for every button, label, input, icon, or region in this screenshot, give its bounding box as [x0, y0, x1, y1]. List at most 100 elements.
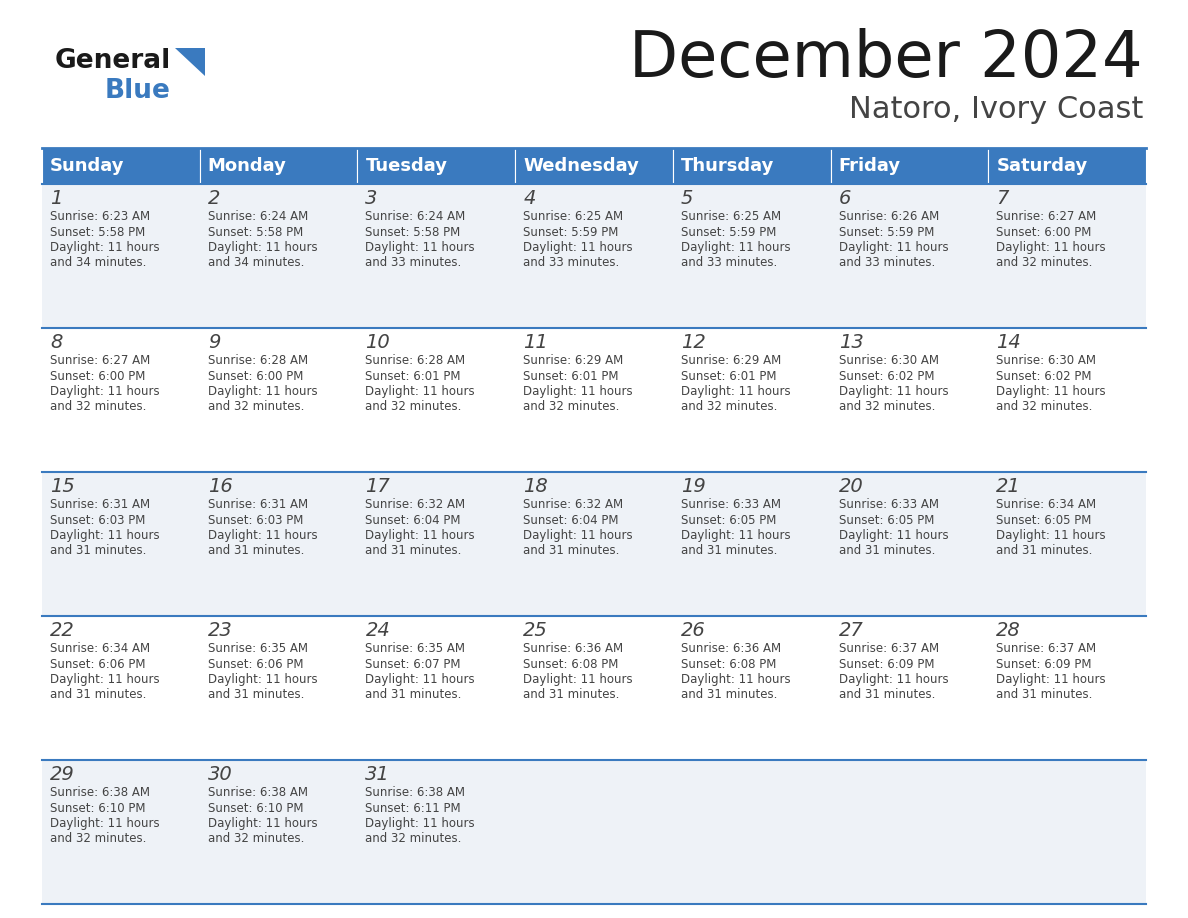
Bar: [200, 616, 358, 760]
Text: Sunset: 6:06 PM: Sunset: 6:06 PM: [208, 657, 303, 670]
Text: Sunrise: 6:30 AM: Sunrise: 6:30 AM: [839, 354, 939, 367]
Text: Daylight: 11 hours: Daylight: 11 hours: [366, 529, 475, 542]
Text: and 32 minutes.: and 32 minutes.: [681, 400, 777, 413]
Text: Sunrise: 6:34 AM: Sunrise: 6:34 AM: [50, 642, 150, 655]
Text: Daylight: 11 hours: Daylight: 11 hours: [523, 385, 633, 398]
Text: 26: 26: [681, 621, 706, 640]
Text: Sunset: 6:08 PM: Sunset: 6:08 PM: [681, 657, 776, 670]
Text: Sunset: 6:05 PM: Sunset: 6:05 PM: [839, 513, 934, 527]
Text: Daylight: 11 hours: Daylight: 11 hours: [366, 817, 475, 830]
Bar: [988, 472, 1146, 616]
Text: 2: 2: [208, 189, 220, 208]
Text: Monday: Monday: [208, 157, 286, 175]
Text: Sunset: 6:10 PM: Sunset: 6:10 PM: [50, 801, 145, 814]
Text: Tuesday: Tuesday: [366, 157, 448, 175]
Text: Sunrise: 6:35 AM: Sunrise: 6:35 AM: [366, 642, 466, 655]
Text: 8: 8: [50, 333, 63, 352]
Text: Daylight: 11 hours: Daylight: 11 hours: [839, 385, 948, 398]
Text: Daylight: 11 hours: Daylight: 11 hours: [208, 385, 317, 398]
Bar: [672, 760, 830, 904]
Text: 12: 12: [681, 333, 706, 352]
Text: and 32 minutes.: and 32 minutes.: [997, 400, 1093, 413]
Text: and 32 minutes.: and 32 minutes.: [366, 400, 462, 413]
Text: Saturday: Saturday: [997, 157, 1087, 175]
Text: Sunrise: 6:28 AM: Sunrise: 6:28 AM: [366, 354, 466, 367]
Bar: [830, 148, 988, 184]
Bar: [516, 184, 672, 328]
Text: Sunrise: 6:36 AM: Sunrise: 6:36 AM: [681, 642, 781, 655]
Text: Daylight: 11 hours: Daylight: 11 hours: [839, 241, 948, 254]
Text: Sunset: 5:58 PM: Sunset: 5:58 PM: [366, 226, 461, 239]
Text: and 31 minutes.: and 31 minutes.: [208, 688, 304, 701]
Text: Daylight: 11 hours: Daylight: 11 hours: [208, 673, 317, 686]
Text: Sunrise: 6:28 AM: Sunrise: 6:28 AM: [208, 354, 308, 367]
Text: Sunset: 5:59 PM: Sunset: 5:59 PM: [839, 226, 934, 239]
Text: and 33 minutes.: and 33 minutes.: [681, 256, 777, 270]
Text: Sunset: 6:01 PM: Sunset: 6:01 PM: [523, 370, 619, 383]
Text: Sunrise: 6:24 AM: Sunrise: 6:24 AM: [208, 210, 308, 223]
Text: December 2024: December 2024: [630, 28, 1143, 90]
Text: Sunrise: 6:29 AM: Sunrise: 6:29 AM: [681, 354, 781, 367]
Text: and 32 minutes.: and 32 minutes.: [208, 833, 304, 845]
Text: Sunrise: 6:38 AM: Sunrise: 6:38 AM: [208, 786, 308, 799]
Text: Sunset: 6:08 PM: Sunset: 6:08 PM: [523, 657, 619, 670]
Text: Daylight: 11 hours: Daylight: 11 hours: [997, 385, 1106, 398]
Text: Daylight: 11 hours: Daylight: 11 hours: [366, 385, 475, 398]
Text: Sunset: 5:59 PM: Sunset: 5:59 PM: [681, 226, 776, 239]
Text: and 31 minutes.: and 31 minutes.: [523, 688, 619, 701]
Bar: [516, 328, 672, 472]
Text: Sunrise: 6:25 AM: Sunrise: 6:25 AM: [523, 210, 624, 223]
Text: General: General: [55, 48, 171, 74]
Text: and 32 minutes.: and 32 minutes.: [50, 833, 146, 845]
Text: Daylight: 11 hours: Daylight: 11 hours: [681, 241, 790, 254]
Text: Sunrise: 6:38 AM: Sunrise: 6:38 AM: [366, 786, 466, 799]
Text: 24: 24: [366, 621, 390, 640]
Text: 29: 29: [50, 765, 75, 784]
Bar: [672, 472, 830, 616]
Text: and 31 minutes.: and 31 minutes.: [50, 544, 146, 557]
Text: 19: 19: [681, 477, 706, 496]
Text: Sunset: 6:07 PM: Sunset: 6:07 PM: [366, 657, 461, 670]
Text: 31: 31: [366, 765, 390, 784]
Text: Daylight: 11 hours: Daylight: 11 hours: [208, 817, 317, 830]
Text: Sunrise: 6:37 AM: Sunrise: 6:37 AM: [839, 642, 939, 655]
Text: and 31 minutes.: and 31 minutes.: [366, 544, 462, 557]
Text: and 34 minutes.: and 34 minutes.: [50, 256, 146, 270]
Bar: [358, 328, 516, 472]
Text: Daylight: 11 hours: Daylight: 11 hours: [839, 673, 948, 686]
Text: Sunset: 6:03 PM: Sunset: 6:03 PM: [50, 513, 145, 527]
Bar: [830, 760, 988, 904]
Bar: [672, 616, 830, 760]
Polygon shape: [175, 48, 206, 76]
Bar: [42, 760, 200, 904]
Text: 28: 28: [997, 621, 1020, 640]
Bar: [672, 328, 830, 472]
Bar: [358, 184, 516, 328]
Bar: [42, 616, 200, 760]
Text: Sunrise: 6:37 AM: Sunrise: 6:37 AM: [997, 642, 1097, 655]
Bar: [988, 616, 1146, 760]
Text: Sunset: 6:06 PM: Sunset: 6:06 PM: [50, 657, 145, 670]
Text: Daylight: 11 hours: Daylight: 11 hours: [50, 241, 159, 254]
Text: Sunday: Sunday: [50, 157, 125, 175]
Text: and 32 minutes.: and 32 minutes.: [523, 400, 619, 413]
Text: Daylight: 11 hours: Daylight: 11 hours: [366, 673, 475, 686]
Text: 25: 25: [523, 621, 548, 640]
Text: Sunset: 5:58 PM: Sunset: 5:58 PM: [208, 226, 303, 239]
Text: Sunset: 6:11 PM: Sunset: 6:11 PM: [366, 801, 461, 814]
Bar: [200, 148, 358, 184]
Text: Sunrise: 6:23 AM: Sunrise: 6:23 AM: [50, 210, 150, 223]
Text: Sunset: 6:02 PM: Sunset: 6:02 PM: [997, 370, 1092, 383]
Text: 6: 6: [839, 189, 851, 208]
Text: Sunrise: 6:26 AM: Sunrise: 6:26 AM: [839, 210, 939, 223]
Text: Daylight: 11 hours: Daylight: 11 hours: [366, 241, 475, 254]
Text: Sunset: 6:02 PM: Sunset: 6:02 PM: [839, 370, 934, 383]
Bar: [830, 616, 988, 760]
Text: 23: 23: [208, 621, 233, 640]
Text: Daylight: 11 hours: Daylight: 11 hours: [997, 241, 1106, 254]
Text: Daylight: 11 hours: Daylight: 11 hours: [208, 241, 317, 254]
Text: Friday: Friday: [839, 157, 901, 175]
Text: Sunrise: 6:27 AM: Sunrise: 6:27 AM: [997, 210, 1097, 223]
Text: 16: 16: [208, 477, 233, 496]
Bar: [200, 472, 358, 616]
